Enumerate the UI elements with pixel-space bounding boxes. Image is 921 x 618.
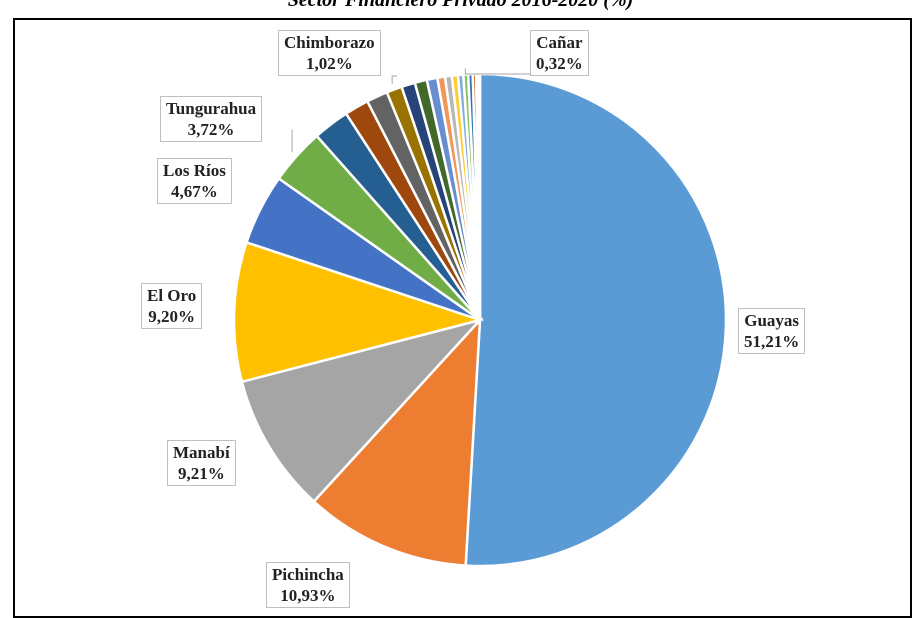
label-value: 1,02% [284,53,375,74]
pie-slice-guayas [466,74,726,566]
data-label-manabi: Manabí 9,21% [167,440,236,486]
label-value: 9,21% [173,463,230,484]
data-label-los-rios: Los Ríos 4,67% [157,158,232,204]
label-value: 3,72% [166,119,256,140]
pie-slice-21 [478,74,480,320]
pie-slices [234,74,726,566]
label-value: 4,67% [163,181,226,202]
data-label-el-oro: El Oro 9,20% [141,283,202,329]
label-name: Tungurahua [166,98,256,119]
data-label-chimborazo: Chimborazo 1,02% [278,30,381,76]
data-label-canar: Cañar 0,32% [530,30,589,76]
label-name: Manabí [173,442,230,463]
leader-line [392,76,397,84]
data-label-guayas: Guayas 51,21% [738,308,805,354]
label-value: 9,20% [147,306,196,327]
label-value: 51,21% [744,331,799,352]
label-name: El Oro [147,285,196,306]
label-name: Pichincha [272,564,344,585]
data-label-tungurahua: Tungurahua 3,72% [160,96,262,142]
label-value: 0,32% [536,53,583,74]
label-name: Cañar [536,32,583,53]
label-value: 10,93% [272,585,344,606]
label-name: Los Ríos [163,160,226,181]
data-label-pichincha: Pichincha 10,93% [266,562,350,608]
label-name: Guayas [744,310,799,331]
label-name: Chimborazo [284,32,375,53]
